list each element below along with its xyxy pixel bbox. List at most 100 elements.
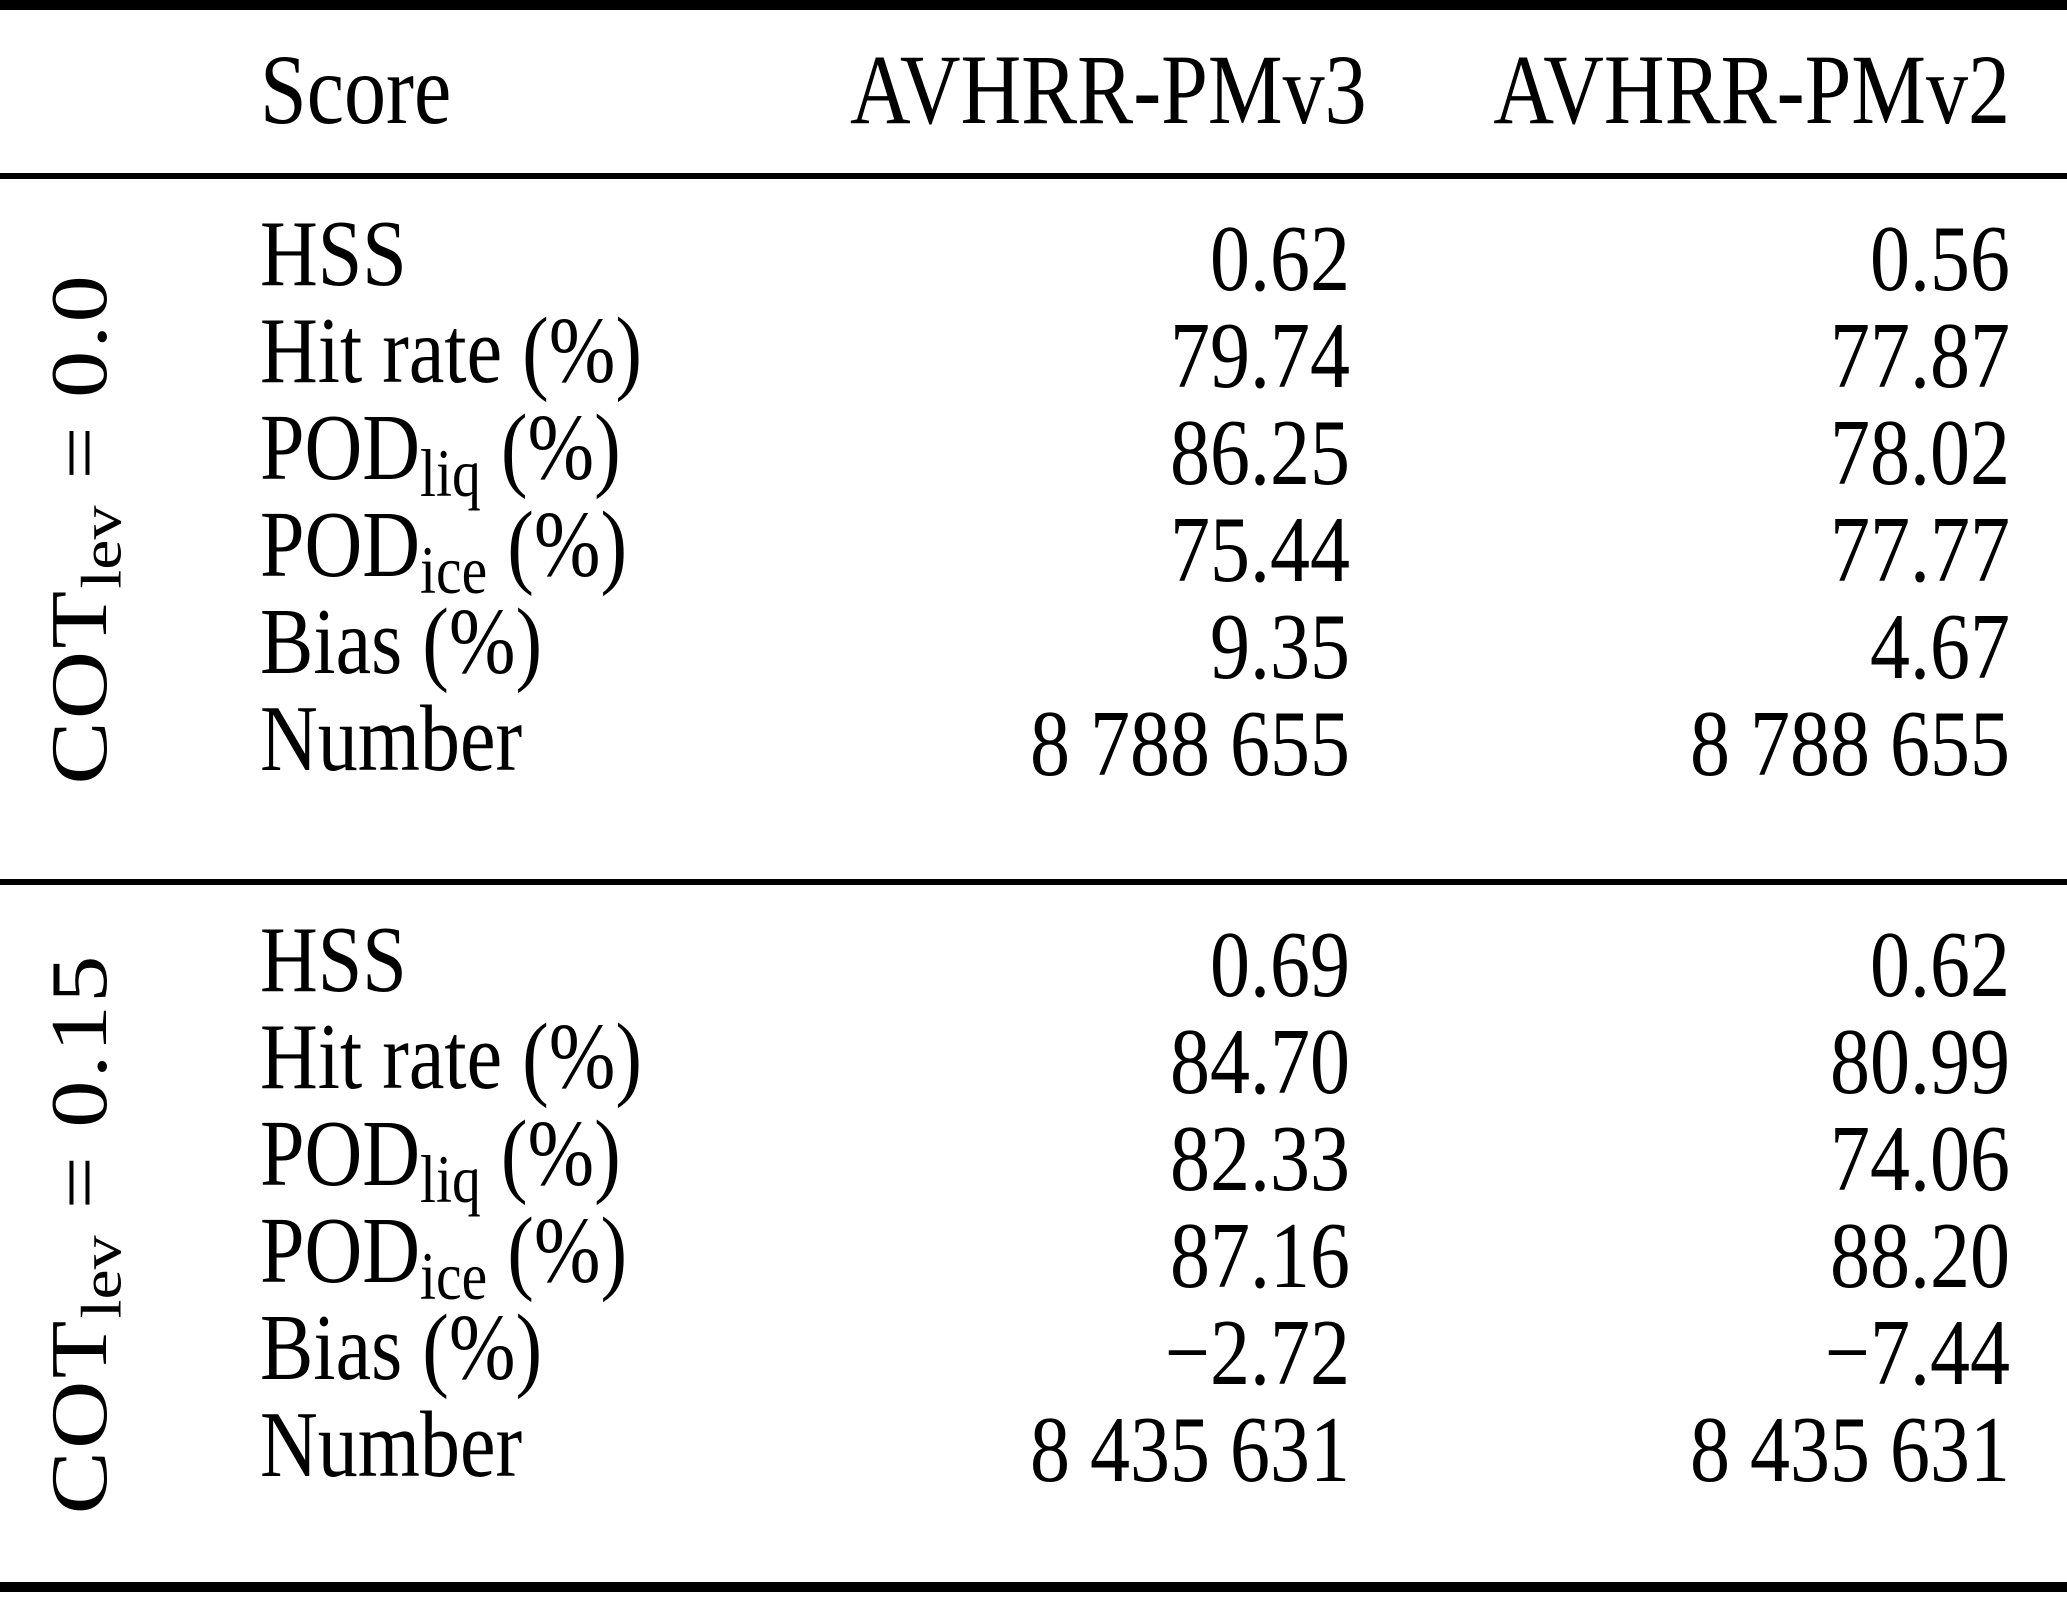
pmv3-value: 0.69: [1210, 913, 1350, 1018]
score-label-cell: Bias (%): [170, 590, 850, 698]
pmv3-value: 8 435 631: [1030, 1398, 1350, 1503]
group-label-value: = 0.15: [36, 952, 125, 1236]
pmv3-value: 0.62: [1210, 207, 1350, 312]
score-label-cell: Hit rate (%): [170, 299, 850, 407]
table-row-number: Number 8 788 655 8 788 655: [170, 687, 2067, 796]
pmv2-value-cell: 74.06: [1350, 1107, 2010, 1211]
pmv3-value: 79.74: [1170, 304, 1350, 409]
pmv2-value: 77.87: [1830, 304, 2010, 409]
pmv2-value: 88.20: [1830, 1204, 2010, 1309]
score-label-cell: Bias (%): [170, 1296, 850, 1404]
score-label: PODliq (%): [260, 1102, 621, 1218]
table-row-hss: HSS 0.62 0.56: [170, 202, 2067, 311]
score-label-cell: Hit rate (%): [170, 1005, 850, 1113]
pmv2-value: 0.56: [1870, 207, 2010, 312]
group-label-subscript: lev: [70, 505, 134, 589]
table-row-pod-liq: PODliq (%) 86.25 78.02: [170, 396, 2067, 511]
header-score-label: Score: [260, 35, 452, 146]
group-label-main: COT: [36, 1318, 125, 1515]
pmv2-value: 77.77: [1830, 498, 2010, 603]
score-label-cell: HSS: [170, 202, 850, 310]
score-label: PODliq (%): [260, 396, 621, 512]
table-row-bias: Bias (%) 9.35 4.67: [170, 590, 2067, 699]
section-divider-rule: [0, 879, 2067, 885]
pmv2-value: 8 788 655: [1690, 692, 2010, 797]
header-avhrr-pmv2-label: AVHRR-PMv2: [1493, 35, 2010, 146]
score-label-cell: PODice (%): [170, 1199, 850, 1314]
section-rows: HSS 0.62 0.56 Hit rate (%) 79.74 77.87 P…: [170, 179, 2067, 879]
section-cotlev-0.0: COTlev = 0.0 HSS 0.62 0.56 Hit rate (%) …: [0, 179, 2067, 879]
table-row-number: Number 8 435 631 8 435 631: [170, 1393, 2067, 1502]
table-row-hit-rate: Hit rate (%) 84.70 80.99: [170, 1005, 2067, 1114]
header-avhrr-pmv2-cell: AVHRR-PMv2: [1350, 36, 2010, 146]
bottom-rule: [0, 1582, 2067, 1592]
header-score-cell: Score: [170, 36, 850, 146]
pmv3-value: 87.16: [1170, 1204, 1350, 1309]
header-rule: [0, 173, 2067, 179]
section-cotlev-0.15: COTlev = 0.15 HSS 0.69 0.62 Hit rate (%)…: [0, 885, 2067, 1582]
pmv3-value: 86.25: [1170, 401, 1350, 506]
pmv3-value-cell: 8 788 655: [850, 692, 1350, 796]
pmv3-value: 9.35: [1210, 595, 1350, 700]
pmv2-value: 0.62: [1870, 913, 2010, 1018]
score-label: HSS: [260, 202, 407, 307]
table-row-pod-ice: PODice (%) 87.16 88.20: [170, 1199, 2067, 1314]
pmv2-value: 8 435 631: [1690, 1398, 2010, 1503]
pmv2-value: 78.02: [1830, 401, 2010, 506]
pmv3-value: 75.44: [1170, 498, 1350, 603]
pmv2-value-cell: 77.87: [1350, 304, 2010, 408]
score-label: PODice (%): [260, 1199, 628, 1315]
table-row-hss: HSS 0.69 0.62: [170, 908, 2067, 1017]
score-label: Hit rate (%): [260, 299, 643, 404]
score-label: Number: [260, 687, 523, 792]
pmv3-value-cell: 0.69: [850, 913, 1350, 1017]
row-group-label-cell: COTlev = 0.0: [0, 179, 170, 879]
pmv2-value-cell: 0.56: [1350, 207, 2010, 311]
pmv3-value-cell: 8 435 631: [850, 1398, 1350, 1502]
pmv2-value-cell: 88.20: [1350, 1204, 2010, 1308]
group-label-subscript: lev: [70, 1235, 134, 1319]
pmv2-value-cell: 4.67: [1350, 595, 2010, 699]
pmv3-value-cell: 84.70: [850, 1010, 1350, 1114]
pmv2-value: 80.99: [1830, 1010, 2010, 1115]
score-label-cell: Number: [170, 687, 850, 795]
group-label-value: = 0.0: [36, 273, 125, 506]
pmv3-value: 82.33: [1170, 1107, 1350, 1212]
pmv2-value: 4.67: [1870, 595, 2010, 700]
pmv3-value-cell: 82.33: [850, 1107, 1350, 1211]
pmv2-value: 74.06: [1830, 1107, 2010, 1212]
score-label: Bias (%): [260, 1296, 543, 1401]
table-row-pod-liq: PODliq (%) 82.33 74.06: [170, 1102, 2067, 1217]
pmv3-value-cell: 86.25: [850, 401, 1350, 505]
pmv3-value-cell: −2.72: [850, 1301, 1350, 1405]
pmv3-value-cell: 87.16: [850, 1204, 1350, 1308]
pmv2-value-cell: 78.02: [1350, 401, 2010, 505]
pmv3-value-cell: 79.74: [850, 304, 1350, 408]
pmv2-value-cell: 8 435 631: [1350, 1398, 2010, 1502]
table-row-pod-ice: PODice (%) 75.44 77.77: [170, 493, 2067, 608]
row-group-label-cotlev-0.15: COTlev = 0.15: [35, 953, 134, 1514]
pmv3-value: 84.70: [1170, 1010, 1350, 1115]
header-avhrr-pmv3-cell: AVHRR-PMv3: [850, 36, 1367, 146]
pmv3-value-cell: 75.44: [850, 498, 1350, 602]
group-label-main: COT: [36, 588, 125, 785]
score-label: Number: [260, 1393, 523, 1498]
pmv2-value-cell: 77.77: [1350, 498, 2010, 602]
table-header-row: Score AVHRR-PMv3 AVHRR-PMv2: [0, 10, 2067, 173]
score-label-cell: PODice (%): [170, 493, 850, 608]
score-label: PODice (%): [260, 493, 628, 609]
top-rule: [0, 0, 2067, 10]
pmv2-value-cell: 80.99: [1350, 1010, 2010, 1114]
score-label: Bias (%): [260, 590, 543, 695]
pmv2-value-cell: 0.62: [1350, 913, 2010, 1017]
row-group-label-cell: COTlev = 0.15: [0, 885, 170, 1582]
row-group-label-cotlev-0.0: COTlev = 0.0: [35, 273, 134, 785]
pmv2-value: −7.44: [1824, 1301, 2010, 1406]
table-row-bias: Bias (%) −2.72 −7.44: [170, 1296, 2067, 1405]
header-avhrr-pmv3-label: AVHRR-PMv3: [850, 35, 1367, 146]
pmv3-value-cell: 9.35: [850, 595, 1350, 699]
pmv2-value-cell: 8 788 655: [1350, 692, 2010, 796]
pmv2-value-cell: −7.44: [1350, 1301, 2010, 1405]
pmv3-value: 8 788 655: [1030, 692, 1350, 797]
